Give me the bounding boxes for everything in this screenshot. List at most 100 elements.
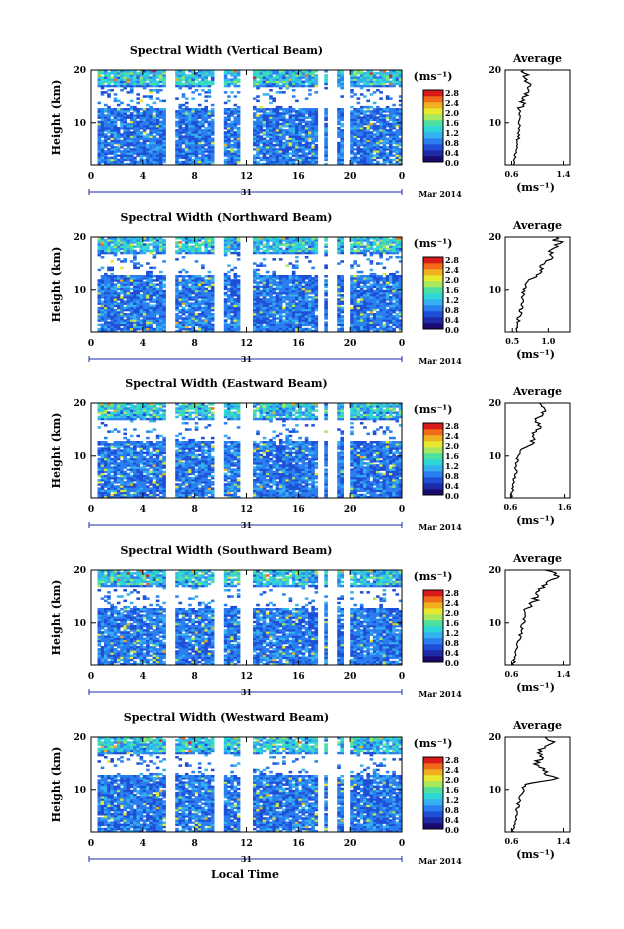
colorbar-swatch	[423, 144, 443, 151]
heatmap-cell	[269, 160, 273, 164]
heatmap-cell	[314, 91, 319, 94]
heatmap-cell	[201, 285, 205, 289]
panel-1: Spectral Width (Vertical Beam)1020Height…	[50, 44, 571, 199]
heatmap-cell	[372, 112, 377, 115]
heatmap-cell	[301, 277, 306, 280]
heatmap-cell	[178, 108, 183, 111]
heatmap-cell	[97, 141, 102, 145]
heatmap-cell	[272, 277, 276, 280]
heatmap-cell	[223, 323, 228, 327]
heatmap-cell	[107, 120, 111, 124]
heatmap-cell	[104, 74, 108, 77]
heatmap-cell	[275, 135, 280, 138]
heatmap-cell	[324, 310, 328, 314]
heatmap-cell	[369, 310, 374, 314]
heatmap-cell	[133, 325, 137, 329]
heatmap-cell	[104, 139, 108, 143]
heatmap-cell	[123, 315, 127, 318]
heatmap-cell	[142, 275, 147, 278]
heatmap-cell	[366, 116, 370, 119]
heatmap-cell	[259, 313, 264, 316]
heatmap-cell	[324, 245, 328, 248]
heatmap-cell	[133, 277, 137, 280]
heatmap-cell	[116, 131, 121, 134]
heatmap-cell	[230, 251, 234, 255]
heatmap-cell	[149, 148, 153, 151]
heatmap-cell	[113, 239, 118, 242]
heatmap-cell	[97, 101, 102, 105]
heatmap-cell	[275, 133, 280, 136]
heatmap-cell	[356, 127, 361, 130]
heatmap-cell	[178, 323, 183, 327]
heatmap-cell	[129, 302, 134, 305]
heatmap-cell	[369, 306, 374, 310]
heatmap-cell	[97, 139, 102, 143]
heatmap-cell	[201, 287, 205, 291]
heatmap-cell	[155, 108, 160, 111]
heatmap-cell	[356, 279, 361, 282]
heatmap-cell	[129, 135, 134, 138]
heatmap-cell	[133, 304, 137, 308]
heatmap-cell	[304, 84, 309, 88]
heatmap-cell	[389, 127, 393, 130]
heatmap-cell	[139, 294, 144, 297]
heatmap-cell	[194, 156, 199, 160]
heatmap-cell	[129, 283, 134, 286]
heatmap-cell	[113, 72, 118, 75]
heatmap-cell	[314, 291, 319, 295]
heatmap-cell	[142, 285, 147, 289]
heatmap-cell	[133, 256, 137, 259]
heatmap-cell	[372, 298, 377, 301]
heatmap-cell	[113, 76, 118, 79]
heatmap-cell	[162, 239, 166, 242]
heatmap-cell	[126, 139, 131, 143]
heatmap-cell	[230, 319, 234, 322]
heatmap-cell	[116, 129, 121, 132]
heatmap-cell	[372, 133, 377, 136]
heatmap-cell	[298, 302, 302, 305]
heatmap-cell	[236, 283, 241, 286]
heatmap-cell	[97, 308, 102, 312]
heatmap-cell	[178, 162, 183, 166]
heatmap-cell	[210, 313, 215, 316]
heatmap-cell	[372, 279, 377, 282]
heatmap-cell	[194, 277, 199, 280]
heatmap-cell	[223, 304, 228, 308]
heatmap-cell	[262, 308, 267, 312]
heatmap-cell	[181, 287, 186, 291]
heatmap-cell	[301, 243, 306, 246]
heatmap-cell	[372, 146, 377, 149]
heatmap-cell	[304, 76, 309, 79]
heatmap-cell	[272, 99, 276, 103]
heatmap-cell	[142, 296, 147, 299]
heatmap-cell	[149, 80, 153, 84]
heatmap-cell	[282, 108, 286, 111]
heatmap-cell	[230, 162, 234, 166]
heatmap-cell	[366, 72, 370, 75]
heatmap-cell	[337, 327, 341, 331]
heatmap-cell	[236, 141, 241, 145]
heatmap-cell	[113, 317, 118, 320]
heatmap-cell	[194, 141, 199, 145]
heatmap-cell	[133, 80, 137, 84]
heatmap-cell	[265, 279, 270, 282]
heatmap-cell	[188, 154, 192, 157]
heatmap-cell	[291, 296, 296, 299]
heatmap-cell	[392, 146, 396, 149]
heatmap-cell	[201, 139, 205, 143]
heatmap-cell	[104, 287, 108, 291]
heatmap-cell	[298, 133, 302, 136]
colorbar-swatch	[423, 156, 443, 163]
heatmap-cell	[184, 243, 189, 246]
heatmap-cell	[366, 241, 370, 244]
heatmap-cell	[301, 279, 306, 282]
heatmap-cell	[233, 315, 238, 318]
heatmap-cell	[155, 319, 160, 322]
heatmap-cell	[298, 114, 302, 117]
heatmap-cell	[350, 237, 354, 240]
heatmap-cell	[353, 310, 357, 314]
heatmap-cell	[353, 306, 357, 310]
heatmap-cell	[350, 319, 354, 322]
heatmap-cell	[204, 105, 208, 109]
